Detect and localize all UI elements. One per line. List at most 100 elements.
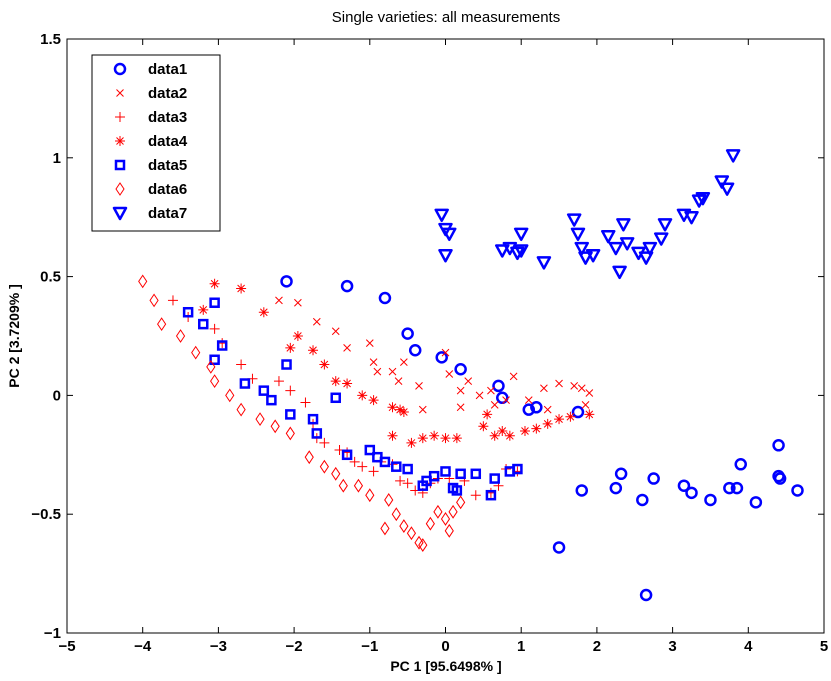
data1-point — [639, 588, 653, 602]
data4-point — [417, 433, 428, 444]
data7-point — [619, 237, 635, 251]
data1-point — [734, 458, 747, 471]
x-tick-label: −2 — [286, 638, 303, 655]
data4-point — [198, 304, 209, 315]
data1-point — [773, 472, 787, 485]
data3-point — [285, 385, 296, 396]
data1-point — [749, 496, 763, 509]
x-tick-label: 4 — [744, 638, 753, 655]
data7-point — [616, 218, 631, 232]
data2-point — [369, 358, 378, 366]
data2-point — [365, 339, 374, 347]
data5-point — [489, 473, 500, 484]
data7-point — [601, 229, 616, 244]
data4-point — [292, 331, 303, 341]
data4-point — [308, 345, 319, 356]
legend-marker-data5 — [114, 159, 126, 171]
data4-point — [209, 278, 220, 289]
data6-point — [440, 512, 451, 526]
data2-point — [490, 401, 499, 409]
y-tick-label: 1.5 — [40, 31, 61, 48]
x-tick-label: −1 — [361, 638, 378, 655]
data7-point — [574, 241, 590, 256]
data3-point — [300, 397, 311, 408]
data6-point — [210, 374, 220, 389]
data3-point — [357, 461, 368, 472]
legend-item: data3 — [115, 109, 187, 126]
data3-point — [236, 359, 247, 370]
data4-point — [554, 414, 565, 425]
data1-point — [571, 405, 585, 419]
data4-point — [489, 430, 500, 441]
legend-marker-data6 — [115, 182, 125, 196]
data1-point — [704, 493, 717, 507]
data7-point — [536, 256, 552, 270]
data6-point — [331, 466, 341, 481]
data6-point — [157, 317, 167, 332]
data2-point — [441, 348, 450, 357]
y-tick-label: 0.5 — [40, 269, 61, 286]
data4-point — [387, 402, 398, 413]
data2-point — [524, 396, 533, 405]
data2-point — [577, 384, 586, 393]
data5-point — [379, 456, 391, 468]
data3-point — [368, 466, 379, 477]
data7-point — [642, 241, 658, 256]
data3-point — [209, 323, 220, 334]
data4-point — [531, 423, 542, 434]
data6-point — [149, 293, 159, 308]
data1-point — [522, 403, 536, 416]
data1-point — [552, 541, 566, 554]
data5-point — [311, 428, 323, 439]
data4-point — [497, 426, 508, 437]
x-tick-label: 0 — [441, 638, 449, 655]
data1-point — [677, 479, 691, 492]
data6-point — [319, 459, 329, 474]
data5-point — [455, 468, 466, 480]
y-tick-label: −0.5 — [31, 506, 61, 523]
x-tick-label: 1 — [517, 638, 525, 655]
data3-point — [167, 295, 178, 306]
data7-point — [714, 175, 730, 189]
legend-label: data1 — [148, 61, 187, 78]
x-tick-label: −5 — [58, 638, 75, 655]
data1-point — [730, 481, 744, 495]
data5-point — [216, 340, 228, 351]
data6-point — [448, 504, 458, 519]
data1-point — [435, 351, 448, 364]
legend-item: data6 — [115, 181, 187, 198]
data4-point — [519, 426, 530, 437]
data7-point — [585, 248, 601, 263]
data5-point — [470, 468, 482, 480]
data3-point — [319, 437, 330, 448]
data5-point — [258, 385, 270, 396]
data4-point — [236, 283, 247, 294]
data6-point — [191, 345, 201, 360]
legend-box — [91, 54, 221, 232]
data2-point — [415, 382, 423, 390]
data7-point — [725, 149, 741, 163]
data5-point — [209, 354, 220, 366]
data6-point — [391, 507, 401, 522]
data5-point — [485, 489, 497, 501]
data7-point — [653, 232, 669, 246]
legend-marker-data2 — [116, 89, 124, 97]
data1-point — [636, 493, 649, 507]
y-tick-label: 0 — [53, 387, 61, 404]
data6-point — [236, 402, 246, 417]
data1-point — [791, 484, 804, 497]
legend-label: data2 — [148, 85, 187, 102]
data2-point — [456, 403, 465, 412]
legend-item: data4 — [115, 133, 188, 150]
data6-point — [206, 359, 216, 374]
data1-point — [575, 484, 589, 497]
data4-point — [542, 418, 553, 429]
data1-point — [772, 439, 785, 452]
series-data1 — [280, 275, 804, 602]
data4-point — [342, 378, 353, 389]
data3-point — [470, 490, 481, 501]
data2-point — [543, 405, 552, 414]
data2-point — [312, 317, 321, 326]
data5-point — [209, 297, 220, 308]
